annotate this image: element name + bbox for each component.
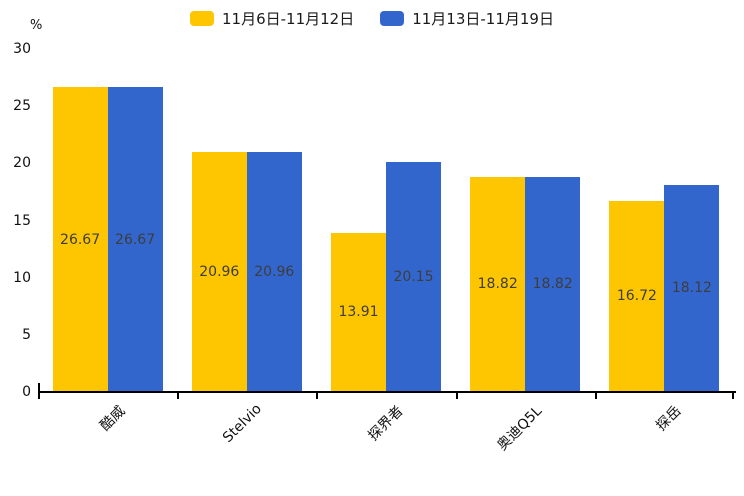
x-axis-tick xyxy=(732,393,734,399)
x-axis-tick xyxy=(38,393,40,399)
bar-value-label: 16.72 xyxy=(616,288,657,305)
bar-value-label: 26.67 xyxy=(115,231,156,248)
bar-week2 xyxy=(386,161,441,392)
y-tick-label: 5 xyxy=(22,326,31,343)
bar-value-label: 18.82 xyxy=(477,276,518,293)
bar-week1 xyxy=(52,87,108,392)
bar-week1 xyxy=(191,152,247,392)
legend-swatch-blue-icon xyxy=(380,11,405,26)
legend-label-week2: 11月13日-11月19日 xyxy=(412,10,554,28)
y-tick-label: 30 xyxy=(13,41,31,57)
bar-week2 xyxy=(664,184,720,392)
y-tick-label: 15 xyxy=(13,212,31,229)
x-axis-tick xyxy=(177,393,180,399)
x-axis-left-stub xyxy=(38,383,40,392)
x-axis-line xyxy=(38,391,736,393)
y-axis-unit-label: % xyxy=(30,18,43,33)
bar-value-label: 20.15 xyxy=(393,268,434,285)
bar-week1 xyxy=(331,232,386,392)
legend-item-week2[interactable]: 11月13日-11月19日 xyxy=(380,8,554,29)
bar-value-label: 20.96 xyxy=(254,264,295,281)
x-category-label: 奥迪Q5L xyxy=(494,403,546,454)
y-tick-label: 10 xyxy=(13,269,31,286)
bar-week2 xyxy=(525,176,581,392)
x-category-label: Stelvio xyxy=(220,401,266,446)
x-axis-tick xyxy=(455,393,458,399)
bar-value-label: 18.82 xyxy=(532,276,573,293)
x-category-label: 探界者 xyxy=(365,403,407,445)
y-tick-label: 0 xyxy=(22,384,31,400)
bar-value-label: 20.96 xyxy=(199,264,240,281)
legend-label-week1: 11月6日-11月12日 xyxy=(222,10,355,28)
legend-item-week1[interactable]: 11月6日-11月12日 xyxy=(190,8,354,29)
bar-value-label: 18.12 xyxy=(671,280,712,297)
bar-value-label: 13.91 xyxy=(338,304,379,321)
bar-week1 xyxy=(609,200,665,392)
x-category-label: 酷威 xyxy=(96,403,129,435)
bar-value-label: 26.67 xyxy=(60,231,101,248)
y-tick-label: 25 xyxy=(13,98,31,115)
bar-week2 xyxy=(246,152,302,392)
y-tick-label: 20 xyxy=(13,155,31,172)
x-category-label: 探岳 xyxy=(653,403,685,435)
bar-week1 xyxy=(470,176,526,392)
chart-legend: 11月6日-11月12日 11月13日-11月19日 xyxy=(0,8,744,29)
legend-swatch-yellow-icon xyxy=(190,11,214,26)
bar-week2 xyxy=(107,87,163,392)
x-axis-tick xyxy=(594,393,597,399)
x-axis-tick xyxy=(316,393,319,399)
